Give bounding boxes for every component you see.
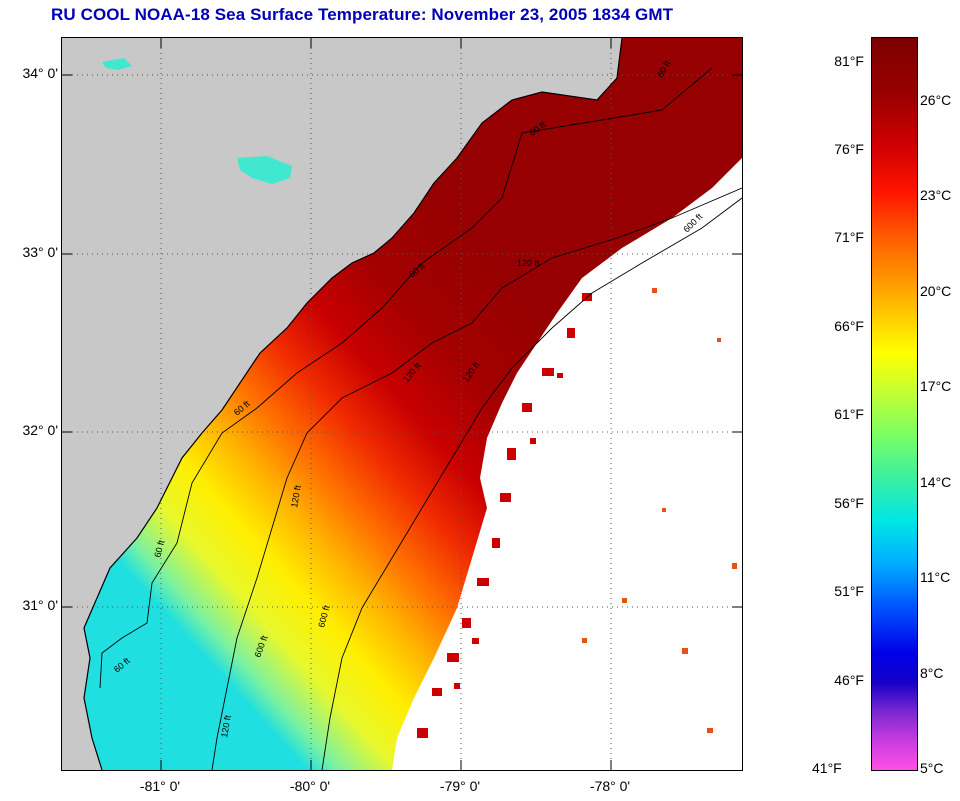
- celsius-label: 17°C: [920, 378, 952, 394]
- cloud-mask: [392, 158, 742, 770]
- celsius-label: 14°C: [920, 474, 952, 490]
- longitude-label: -79° 0': [439, 778, 481, 794]
- fahrenheit-label: 46°F: [834, 672, 864, 688]
- isobath-120ft: [211, 187, 742, 770]
- longitude-label: -81° 0': [139, 778, 181, 794]
- celsius-label: 5°C: [920, 760, 944, 776]
- fahrenheit-label: 81°F: [834, 53, 864, 69]
- fahrenheit-label: 41°F: [812, 760, 842, 776]
- celsius-label: 26°C: [920, 92, 952, 108]
- isobath-label: 120 ft: [289, 484, 303, 508]
- isobath-label: 60 ft: [152, 539, 166, 559]
- latitude-label: 32° 0': [22, 422, 58, 438]
- celsius-label: 11°C: [920, 569, 951, 585]
- fahrenheit-label: 66°F: [834, 318, 864, 334]
- latitude-label: 33° 0': [22, 244, 58, 260]
- celsius-label: 8°C: [920, 665, 944, 681]
- temperature-colorbar: [871, 37, 918, 771]
- latitude-label: 34° 0': [22, 65, 58, 81]
- fahrenheit-label: 71°F: [834, 229, 864, 245]
- isobath-60ft: [99, 67, 713, 689]
- axis-ticks: [62, 38, 742, 770]
- longitude-label: -80° 0': [289, 778, 331, 794]
- latitude-label: 31° 0': [22, 597, 58, 613]
- coastline: [83, 38, 623, 770]
- lake-marion: [237, 156, 292, 184]
- sst-map: 60 ft 60 ft 60 ft 60 ft 60 ft 60 ft 120 …: [61, 37, 743, 771]
- inland-lake: [102, 58, 132, 70]
- celsius-label: 23°C: [920, 187, 952, 203]
- fahrenheit-label: 76°F: [834, 141, 864, 157]
- sst-map-canvas: 60 ft 60 ft 60 ft 60 ft 60 ft 60 ft 120 …: [62, 38, 742, 770]
- celsius-label: 20°C: [920, 283, 952, 299]
- fahrenheit-label: 61°F: [834, 406, 864, 422]
- fahrenheit-label: 56°F: [834, 495, 864, 511]
- graticule: [62, 38, 742, 770]
- isobath-label: 120 ft: [517, 258, 540, 268]
- longitude-label: -78° 0': [589, 778, 631, 794]
- fahrenheit-label: 51°F: [834, 583, 864, 599]
- isobath-contours: [99, 67, 742, 770]
- map-title: RU COOL NOAA-18 Sea Surface Temperature:…: [51, 5, 674, 24]
- isobath-label: 120 ft: [219, 714, 233, 738]
- isobath-600ft: [321, 197, 742, 770]
